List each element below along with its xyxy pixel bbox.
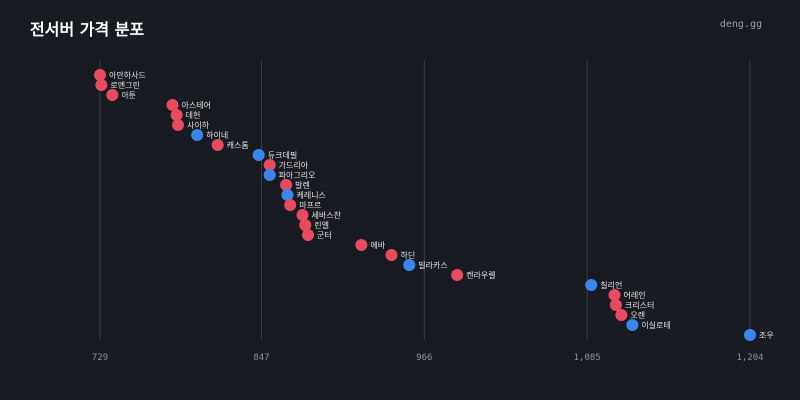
x-tick-label: 1,204 <box>736 353 763 363</box>
point-marker <box>252 149 265 161</box>
point-label: 발렌 <box>295 180 310 190</box>
point-marker <box>106 89 119 101</box>
data-point: 어레인 <box>608 289 646 301</box>
data-points: 아만하사드로엔그린아툰아스테어데헌사이하하이네캐스톰듀크데필가드리아파아그리오발… <box>94 69 774 341</box>
point-label: 이실로테 <box>641 320 670 330</box>
point-label: 로엔그린 <box>110 80 139 90</box>
point-marker <box>94 69 106 81</box>
x-axis-ticks: 729 847 966 1,085 1,204 <box>92 353 764 363</box>
data-point: 군터 <box>302 229 332 241</box>
data-point: 듀크데필 <box>252 149 297 161</box>
point-marker <box>626 319 639 331</box>
data-point: 아툰 <box>106 89 136 101</box>
point-marker <box>355 239 368 251</box>
x-tick-label: 1,085 <box>574 353 601 363</box>
point-marker <box>451 269 464 281</box>
point-marker <box>263 159 276 171</box>
x-tick-label: 966 <box>416 353 432 363</box>
point-label: 조우 <box>759 331 774 340</box>
point-marker <box>211 139 224 151</box>
point-marker <box>284 199 297 211</box>
point-label: 케레니스 <box>296 190 325 200</box>
point-label: 듀크데필 <box>268 150 297 160</box>
point-marker <box>172 119 184 131</box>
point-marker <box>608 289 621 301</box>
point-label: 하딘 <box>400 250 415 260</box>
data-point: 파아그리오 <box>263 169 316 181</box>
data-point: 오렌 <box>615 309 645 321</box>
data-point: 조우 <box>744 329 774 341</box>
data-point: 로엔그린 <box>95 79 140 91</box>
point-label: 캐스톰 <box>227 141 249 150</box>
point-label: 가드리아 <box>279 160 309 170</box>
point-label: 켄라우렐 <box>466 270 495 280</box>
data-point: 캐스톰 <box>211 139 249 151</box>
data-point: 세바스찬 <box>296 209 342 221</box>
data-point: 데헌 <box>170 109 201 121</box>
point-marker <box>299 219 312 231</box>
point-label: 칠리언 <box>600 280 622 290</box>
point-marker <box>263 169 276 181</box>
point-marker <box>585 279 598 291</box>
point-label: 데헌 <box>186 111 201 120</box>
point-label: 어레인 <box>624 290 646 300</box>
point-label: 아만하사드 <box>109 70 146 80</box>
point-marker <box>170 109 183 121</box>
point-label: 에바 <box>370 240 385 250</box>
grid-layer <box>99 60 751 340</box>
data-point: 케레니스 <box>281 189 326 201</box>
data-point: 하딘 <box>385 249 415 261</box>
point-label: 파아그리오 <box>279 170 316 180</box>
point-label: 크리스터 <box>625 301 654 310</box>
point-label: 군터 <box>317 231 332 240</box>
point-label: 빌라카스 <box>418 260 447 270</box>
data-point: 린엘 <box>299 219 329 231</box>
point-marker <box>609 299 622 311</box>
data-point: 하이네 <box>191 129 228 141</box>
x-tick-label: 729 <box>92 353 108 363</box>
chart-title: 전서버 가격 분포 <box>30 20 145 39</box>
point-label: 린엘 <box>314 220 329 230</box>
point-marker <box>403 259 416 271</box>
data-point: 가드리아 <box>263 159 309 171</box>
point-marker <box>302 229 314 241</box>
x-tick-label: 847 <box>253 353 269 363</box>
data-point: 발렌 <box>280 179 310 191</box>
data-point: 사이하 <box>172 119 210 131</box>
point-marker <box>166 99 179 111</box>
point-marker <box>95 79 108 91</box>
point-label: 사이하 <box>187 120 210 130</box>
data-point: 빌라카스 <box>403 259 448 271</box>
point-label: 마프르 <box>299 201 321 210</box>
point-label: 하이네 <box>206 130 228 140</box>
data-point: 아스테어 <box>166 99 211 111</box>
point-marker <box>191 129 204 141</box>
point-marker <box>385 249 398 261</box>
point-label: 오렌 <box>630 310 645 320</box>
data-point: 아만하사드 <box>94 69 146 81</box>
data-point: 크리스터 <box>609 299 654 311</box>
data-point: 켄라우렐 <box>451 269 496 281</box>
point-label: 아툰 <box>121 90 136 100</box>
data-point: 이실로테 <box>626 319 671 331</box>
brand-label: deng.gg <box>719 19 762 30</box>
data-point: 마프르 <box>284 199 321 211</box>
point-label: 세바스찬 <box>312 210 342 220</box>
point-label: 아스테어 <box>182 100 211 110</box>
point-marker <box>280 179 293 191</box>
data-point: 에바 <box>355 239 386 251</box>
point-marker <box>281 189 294 201</box>
point-marker <box>296 209 309 221</box>
point-marker <box>615 309 628 321</box>
data-point: 칠리언 <box>585 279 622 291</box>
point-marker <box>744 329 756 341</box>
